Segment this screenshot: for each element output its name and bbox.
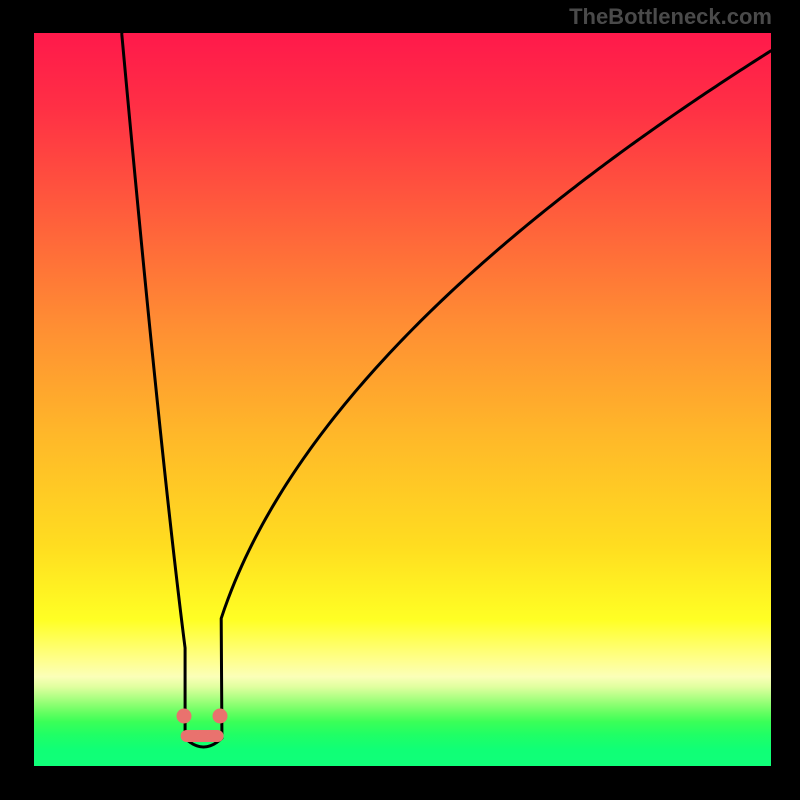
chart-canvas: TheBottleneck.com: [0, 0, 800, 800]
curve-layer: [34, 33, 771, 766]
curve-marker: [212, 709, 227, 724]
bottleneck-curve: [78, 33, 771, 747]
watermark-text: TheBottleneck.com: [569, 4, 772, 30]
curve-marker: [177, 709, 192, 724]
plot-area: [34, 33, 771, 766]
marker-bridge: [181, 730, 224, 742]
